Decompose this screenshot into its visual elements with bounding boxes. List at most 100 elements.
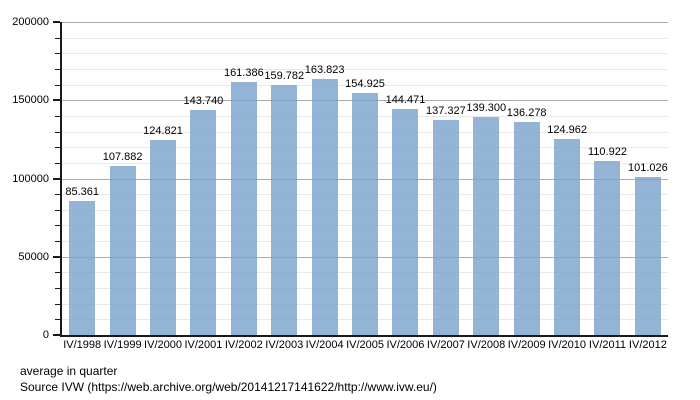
minor-tick bbox=[55, 319, 60, 321]
x-tick-label: IV/2001 bbox=[184, 339, 223, 351]
x-tick-label: IV/2003 bbox=[265, 339, 304, 351]
x-tick-label: IV/2006 bbox=[386, 339, 425, 351]
bar-slot: 136.278 bbox=[506, 22, 547, 335]
y-axis-labels: 0 50000 100000 150000 200000 bbox=[0, 16, 49, 341]
minor-tick bbox=[55, 209, 60, 211]
bar-value-label: 124.962 bbox=[547, 124, 587, 137]
major-gridline bbox=[62, 22, 668, 23]
bar-slot: 159.782 bbox=[264, 22, 304, 335]
minor-tick bbox=[55, 241, 60, 243]
minor-tick bbox=[55, 68, 60, 70]
bar-value-label: 107.882 bbox=[102, 151, 143, 164]
major-tick bbox=[53, 334, 60, 336]
minor-gridline bbox=[62, 37, 668, 39]
x-axis-line bbox=[60, 335, 668, 337]
minor-tick bbox=[55, 194, 60, 196]
y-tick-label: 0 bbox=[42, 329, 49, 341]
bar-IV/2011 bbox=[594, 161, 621, 335]
y-tick-label: 100000 bbox=[12, 172, 49, 185]
bar-IV/1998 bbox=[69, 201, 96, 335]
bar-IV/2009 bbox=[513, 121, 540, 335]
bar-IV/2003 bbox=[271, 84, 298, 335]
minor-tick bbox=[55, 162, 60, 164]
minor-tick bbox=[55, 147, 60, 149]
x-tick-label: IV/2011 bbox=[588, 339, 627, 351]
x-tick-label: IV/1999 bbox=[103, 339, 142, 351]
bar-slot: 144.471 bbox=[385, 22, 425, 335]
bar-value-label: 124.821 bbox=[143, 124, 183, 137]
bar-slot: 137.327 bbox=[426, 22, 466, 335]
x-tick-label: IV/2008 bbox=[467, 339, 506, 351]
bar-value-label: 110.922 bbox=[588, 146, 627, 159]
bar-IV/2007 bbox=[432, 120, 459, 335]
x-tick-label: IV/2002 bbox=[224, 339, 263, 351]
bar-value-label: 136.278 bbox=[506, 106, 547, 119]
y-tick-label: 200000 bbox=[12, 16, 49, 28]
minor-tick bbox=[55, 131, 60, 133]
bar-slot: 139.300 bbox=[466, 22, 506, 335]
minor-gridline bbox=[62, 68, 668, 70]
bar-value-label: 144.471 bbox=[385, 93, 426, 106]
bar-IV/2000 bbox=[150, 139, 177, 335]
bar-IV/2006 bbox=[392, 108, 419, 335]
y-tick-label: 50000 bbox=[18, 250, 49, 263]
bar-IV/2005 bbox=[352, 92, 379, 335]
minor-tick bbox=[55, 115, 60, 117]
bar-slot: 110.922 bbox=[587, 22, 627, 335]
bar-value-label: 143.740 bbox=[183, 95, 224, 108]
major-tick bbox=[53, 21, 60, 23]
x-tick-label: IV/2012 bbox=[628, 339, 667, 351]
plot-area: 85.361 107.882 124.821 143.740 161.386 159.78… bbox=[53, 21, 668, 337]
x-tick-label: IV/2010 bbox=[548, 339, 587, 351]
major-tick bbox=[53, 255, 60, 258]
bar-value-label: 161.386 bbox=[223, 67, 264, 80]
x-tick-label: IV/2000 bbox=[144, 339, 182, 351]
major-tick bbox=[53, 177, 60, 180]
bar-slot: 101.026 bbox=[628, 22, 668, 335]
minor-tick bbox=[55, 288, 60, 290]
bar-IV/1999 bbox=[109, 166, 136, 335]
bar-value-label: 163.823 bbox=[304, 63, 345, 76]
bar-slot: 107.882 bbox=[102, 22, 142, 335]
bar-slot: 85.361 bbox=[62, 22, 102, 335]
bar-slot: 143.740 bbox=[183, 22, 223, 335]
bar-slot: 124.821 bbox=[143, 22, 183, 335]
minor-tick bbox=[55, 303, 60, 305]
minor-tick bbox=[55, 37, 60, 39]
x-tick-label: IV/2007 bbox=[426, 339, 465, 351]
bar-value-label: 137.327 bbox=[425, 105, 466, 118]
minor-gridline bbox=[62, 84, 668, 86]
minor-tick bbox=[55, 272, 60, 274]
bar-value-label: 101.026 bbox=[628, 161, 668, 174]
x-tick-label: IV/2005 bbox=[346, 339, 384, 351]
bar-IV/2010 bbox=[554, 139, 581, 335]
x-tick-label: IV/1998 bbox=[63, 339, 102, 351]
bar-value-label: 154.925 bbox=[345, 77, 385, 90]
minor-tick bbox=[55, 53, 60, 55]
bars-row: 85.361 107.882 124.821 143.740 161.386 159.78… bbox=[62, 22, 668, 335]
y-tick-label: 150000 bbox=[12, 94, 49, 107]
minor-tick bbox=[55, 225, 60, 227]
bar-IV/2012 bbox=[634, 176, 661, 335]
bar-slot: 161.386 bbox=[224, 22, 264, 335]
footer-note: average in quarter bbox=[20, 364, 118, 378]
bar-IV/2004 bbox=[311, 78, 338, 335]
bar-slot: 163.823 bbox=[304, 22, 345, 335]
bar-value-label: 159.782 bbox=[264, 69, 305, 82]
chart-footer: average in quarter Source IVW (https://w… bbox=[20, 363, 437, 395]
bar-value-label: 85.361 bbox=[65, 186, 100, 199]
major-tick bbox=[53, 99, 60, 102]
minor-gridline bbox=[62, 53, 668, 55]
x-axis-labels: IV/1998 IV/1999 IV/2000 IV/2001 IV/2002 IV/20… bbox=[62, 339, 668, 351]
bar-slot: 154.925 bbox=[345, 22, 385, 335]
footer-source: Source IVW (https://web.archive.org/web/… bbox=[20, 380, 437, 394]
minor-tick bbox=[55, 84, 60, 86]
x-tick-label: IV/2009 bbox=[507, 339, 546, 351]
bar-IV/2002 bbox=[230, 82, 257, 335]
x-tick-label: IV/2004 bbox=[305, 339, 344, 351]
bar-IV/2001 bbox=[190, 110, 217, 335]
bar-IV/2008 bbox=[473, 117, 500, 335]
bar-slot: 124.962 bbox=[547, 22, 587, 335]
bar-value-label: 139.300 bbox=[466, 102, 507, 114]
